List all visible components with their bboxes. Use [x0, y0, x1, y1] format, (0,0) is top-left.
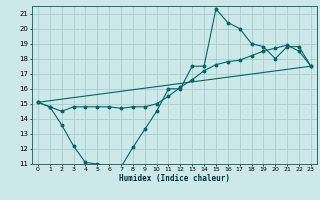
X-axis label: Humidex (Indice chaleur): Humidex (Indice chaleur) [119, 174, 230, 183]
